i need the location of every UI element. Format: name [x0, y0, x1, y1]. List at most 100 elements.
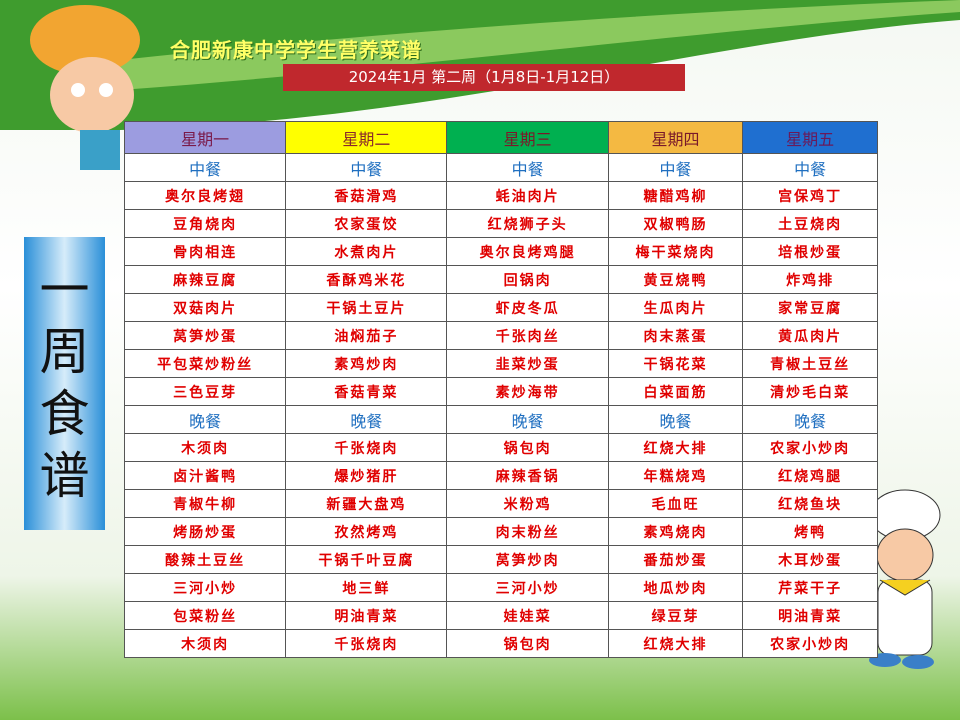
dish-row: 酸辣土豆丝 干锅千叶豆腐 莴笋炒肉 番茄炒蛋 木耳炒蛋	[123, 545, 878, 574]
dish-cell: 三河小炒	[123, 573, 287, 602]
dish-cell: 家常豆腐	[742, 293, 878, 322]
dish-cell: 娃娃菜	[446, 601, 609, 630]
dish-row: 莴笋炒蛋 油焖茄子 千张肉丝 肉末蒸蛋 黄瓜肉片	[123, 321, 878, 350]
dish-cell: 肉末粉丝	[446, 517, 609, 546]
dish-row: 三色豆芽 香菇青菜 素炒海带 白菜面筋 清炒毛白菜	[123, 377, 878, 406]
dish-cell: 双椒鸭肠	[607, 209, 744, 238]
meal-label: 中餐	[742, 153, 878, 182]
dish-cell: 糖醋鸡柳	[607, 181, 744, 210]
dish-cell: 香菇青菜	[285, 377, 448, 406]
dish-cell: 红烧大排	[607, 433, 744, 462]
dish-cell: 素鸡烧肉	[607, 517, 744, 546]
dish-cell: 莴笋炒肉	[446, 545, 609, 574]
dish-cell: 木须肉	[123, 629, 287, 658]
dish-cell: 地瓜炒肉	[607, 573, 744, 602]
dish-row: 包菜粉丝 明油青菜 娃娃菜 绿豆芽 明油青菜	[123, 601, 878, 630]
dish-cell: 土豆烧肉	[742, 209, 878, 238]
meal-label: 晚餐	[742, 405, 878, 434]
dish-cell: 豆角烧肉	[123, 209, 287, 238]
dish-cell: 梅干菜烧肉	[607, 237, 744, 266]
dish-cell: 番茄炒蛋	[607, 545, 744, 574]
meal-row: 晚餐 晚餐 晚餐 晚餐 晚餐	[123, 405, 878, 434]
dish-row: 麻辣豆腐 香酥鸡米花 回锅肉 黄豆烧鸭 炸鸡排	[123, 265, 878, 294]
dish-cell: 千张烧肉	[285, 433, 448, 462]
dish-cell: 麻辣香锅	[446, 461, 609, 490]
dish-cell: 芹菜干子	[742, 573, 878, 602]
dish-cell: 卤汁酱鸭	[123, 461, 287, 490]
dish-cell: 培根炒蛋	[742, 237, 878, 266]
header-row: 星期一 星期二 星期三 星期四 星期五	[123, 121, 878, 154]
dish-cell: 三色豆芽	[123, 377, 287, 406]
dish-cell: 包菜粉丝	[123, 601, 287, 630]
dish-cell: 绿豆芽	[607, 601, 744, 630]
dish-cell: 炸鸡排	[742, 265, 878, 294]
dish-cell: 青椒土豆丝	[742, 349, 878, 378]
dish-cell: 干锅千叶豆腐	[285, 545, 448, 574]
chef-right	[869, 489, 941, 669]
dish-row: 烤肠炒蛋 孜然烤鸡 肉末粉丝 素鸡烧肉 烤鸭	[123, 517, 878, 546]
meal-label: 中餐	[446, 153, 609, 182]
dish-cell: 虾皮冬瓜	[446, 293, 609, 322]
dish-cell: 烤鸭	[742, 517, 878, 546]
dish-cell: 农家小炒肉	[742, 629, 878, 658]
meal-row: 中餐 中餐 中餐 中餐 中餐	[123, 153, 878, 182]
subtitle: 2024年1月 第二周（1月8日-1月12日）	[283, 64, 685, 91]
dish-cell: 三河小炒	[446, 573, 609, 602]
dish-cell: 素鸡炒肉	[285, 349, 448, 378]
dish-row: 双菇肉片 干锅土豆片 虾皮冬瓜 生瓜肉片 家常豆腐	[123, 293, 878, 322]
dish-cell: 红烧鸡腿	[742, 461, 878, 490]
dish-cell: 黄豆烧鸭	[607, 265, 744, 294]
side-label: 一周食谱	[39, 261, 90, 505]
dish-cell: 千张烧肉	[285, 629, 448, 658]
dish-row: 卤汁酱鸭 爆炒猪肝 麻辣香锅 年糕烧鸡 红烧鸡腿	[123, 461, 878, 490]
meal-label: 晚餐	[123, 405, 287, 434]
dish-cell: 千张肉丝	[446, 321, 609, 350]
dish-row: 骨肉相连 水煮肉片 奥尔良烤鸡腿 梅干菜烧肉 培根炒蛋	[123, 237, 878, 266]
dish-cell: 红烧鱼块	[742, 489, 878, 518]
dish-cell: 烤肠炒蛋	[123, 517, 287, 546]
meal-label: 中餐	[123, 153, 287, 182]
dish-cell: 香酥鸡米花	[285, 265, 448, 294]
dish-cell: 木耳炒蛋	[742, 545, 878, 574]
dish-row: 豆角烧肉 农家蛋饺 红烧狮子头 双椒鸭肠 土豆烧肉	[123, 209, 878, 238]
dish-row: 平包菜炒粉丝 素鸡炒肉 韭菜炒蛋 干锅花菜 青椒土豆丝	[123, 349, 878, 378]
day-header: 星期二	[285, 121, 448, 154]
dish-row: 三河小炒 地三鲜 三河小炒 地瓜炒肉 芹菜干子	[123, 573, 878, 602]
dish-cell: 清炒毛白菜	[742, 377, 878, 406]
dish-cell: 双菇肉片	[123, 293, 287, 322]
day-header: 星期一	[123, 121, 287, 154]
dish-cell: 香菇滑鸡	[285, 181, 448, 210]
dish-cell: 明油青菜	[742, 601, 878, 630]
dish-row: 奥尔良烤翅 香菇滑鸡 蚝油肉片 糖醋鸡柳 宫保鸡丁	[123, 181, 878, 210]
dish-cell: 生瓜肉片	[607, 293, 744, 322]
dish-cell: 年糕烧鸡	[607, 461, 744, 490]
dish-cell: 地三鲜	[285, 573, 448, 602]
dish-cell: 爆炒猪肝	[285, 461, 448, 490]
dish-cell: 骨肉相连	[123, 237, 287, 266]
title: 合肥新康中学学生营养菜谱	[170, 38, 422, 62]
dish-cell: 干锅花菜	[607, 349, 744, 378]
dish-cell: 锅包肉	[446, 629, 609, 658]
day-header: 星期四	[607, 121, 744, 154]
dish-cell: 青椒牛柳	[123, 489, 287, 518]
dish-cell: 酸辣土豆丝	[123, 545, 287, 574]
dish-cell: 韭菜炒蛋	[446, 349, 609, 378]
dish-cell: 红烧狮子头	[446, 209, 609, 238]
dish-row: 木须肉 千张烧肉 锅包肉 红烧大排 农家小炒肉	[123, 433, 878, 462]
dish-row: 木须肉 千张烧肉 锅包肉 红烧大排 农家小炒肉	[123, 629, 878, 658]
dish-cell: 奥尔良烤翅	[123, 181, 287, 210]
dish-cell: 明油青菜	[285, 601, 448, 630]
day-header: 星期五	[742, 121, 878, 154]
day-header: 星期三	[446, 121, 609, 154]
dish-cell: 锅包肉	[446, 433, 609, 462]
dish-cell: 毛血旺	[607, 489, 744, 518]
dish-cell: 麻辣豆腐	[123, 265, 287, 294]
dish-cell: 黄瓜肉片	[742, 321, 878, 350]
side-panel: 一周食谱	[24, 237, 105, 530]
dish-cell: 奥尔良烤鸡腿	[446, 237, 609, 266]
dish-cell: 孜然烤鸡	[285, 517, 448, 546]
dish-cell: 肉末蒸蛋	[607, 321, 744, 350]
dish-cell: 干锅土豆片	[285, 293, 448, 322]
meal-label: 晚餐	[607, 405, 744, 434]
